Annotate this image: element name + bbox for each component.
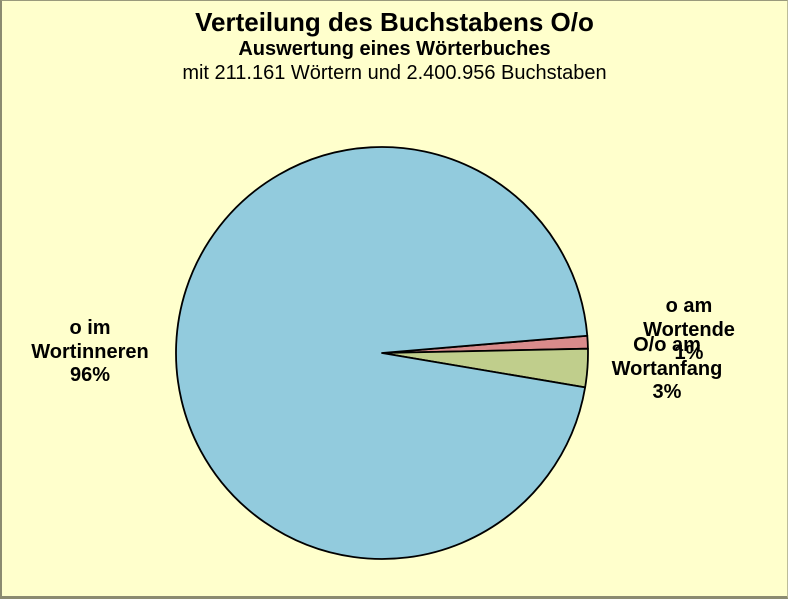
pie-slice-2 [175,146,589,560]
pie-label-wortinneren-pct: 96% [69,364,111,386]
chart-note: mit 211.161 Wörtern und 2.400.956 Buchst… [182,62,607,84]
pie-label-wortanfang-text: O/o am Wortanfang [611,334,723,380]
pie-label-wortanfang: O/o am Wortanfang 3% [603,334,731,405]
pie-label-wortanfang-pct: 3% [652,381,682,403]
pie-label-wortinneren-text: o im Wortinneren [31,317,149,363]
pie-label-wortende-pct: 1% [674,342,704,364]
chart-subtitle: Auswertung eines Wörterbuches [238,38,551,60]
pie-label-wortende: o am Wortende 1% [631,295,747,366]
chart-title: Verteilung des Buchstabens O/o [195,7,594,37]
pie-label-wortende-text: o am Wortende [643,295,735,341]
pie-label-wortinneren: o im Wortinneren 96% [18,317,162,388]
